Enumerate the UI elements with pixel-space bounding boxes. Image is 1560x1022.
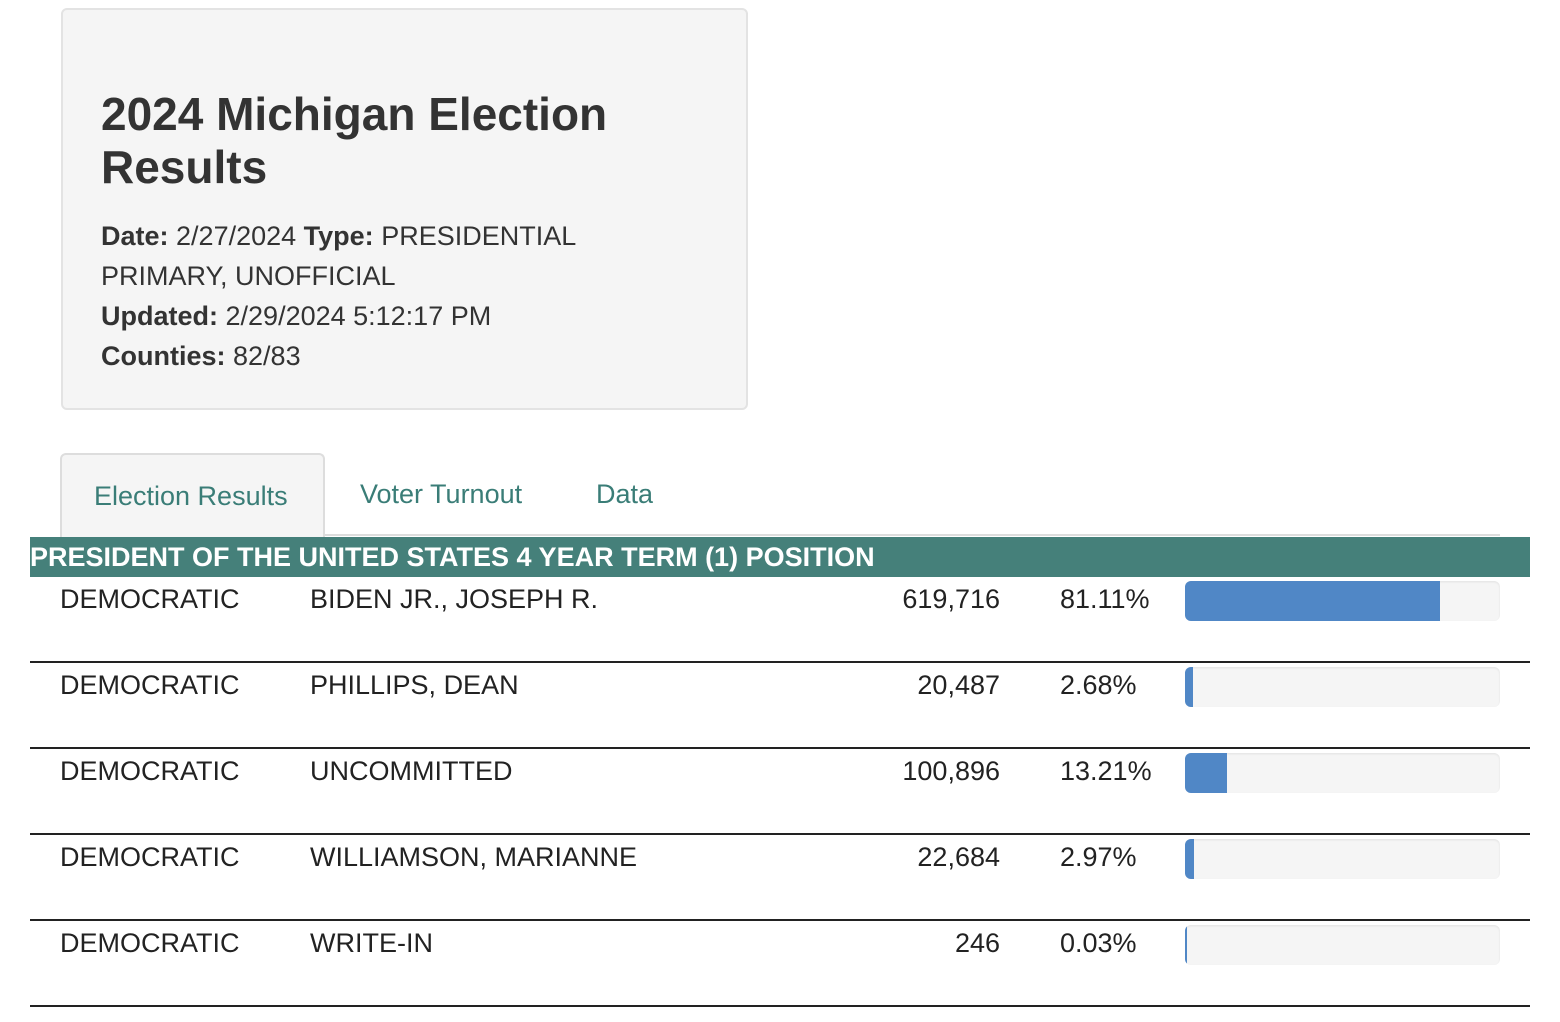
votes-cell: 619,716 — [902, 584, 1000, 614]
table-row: DEMOCRATIC BIDEN JR., JOSEPH R. 619,716 … — [30, 577, 1530, 663]
candidate-cell: UNCOMMITTED — [310, 756, 513, 786]
updated-label: Updated: — [101, 301, 218, 331]
party-cell: DEMOCRATIC — [60, 670, 240, 700]
party-cell: DEMOCRATIC — [60, 584, 240, 614]
percent-cell: 0.03% — [1060, 928, 1137, 958]
date-type-line: Date: 2/27/2024 Type: PRESIDENTIAL PRIMA… — [101, 216, 708, 296]
vote-share-bar — [1185, 753, 1500, 793]
date-label: Date: — [101, 221, 169, 251]
type-value: PRESIDENTIAL PRIMARY, UNOFFICIAL — [101, 221, 576, 291]
vote-share-bar — [1185, 581, 1500, 621]
page-title: 2024 Michigan Election Results — [101, 88, 608, 193]
candidate-cell: WILLIAMSON, MARIANNE — [310, 842, 638, 872]
table-row: DEMOCRATIC WILLIAMSON, MARIANNE 22,684 2… — [30, 835, 1530, 921]
party-cell: DEMOCRATIC — [60, 756, 240, 786]
vote-share-bar — [1185, 839, 1500, 879]
candidate-cell: PHILLIPS, DEAN — [310, 670, 519, 700]
election-details: Date: 2/27/2024 Type: PRESIDENTIAL PRIMA… — [101, 216, 708, 376]
percent-cell: 2.97% — [1060, 842, 1137, 872]
percent-cell: 13.21% — [1060, 756, 1152, 786]
votes-cell: 246 — [954, 928, 1000, 958]
election-info-panel: 2024 Michigan Election Results Date: 2/2… — [61, 8, 748, 410]
percent-cell: 2.68% — [1060, 670, 1137, 700]
type-label: Type: — [303, 221, 374, 251]
race-title: PRESIDENT OF THE UNITED STATES 4 YEAR TE… — [30, 537, 1530, 577]
tab-election-results[interactable]: Election Results — [60, 453, 325, 537]
tab-voter-turnout[interactable]: Voter Turnout — [360, 479, 523, 509]
vote-share-bar — [1185, 925, 1500, 965]
votes-cell: 100,896 — [902, 756, 1000, 786]
counties-value: 82/83 — [233, 341, 301, 371]
vote-share-fill — [1185, 839, 1195, 879]
vote-share-bar — [1185, 667, 1500, 707]
votes-cell: 20,487 — [917, 670, 1000, 700]
vote-share-fill — [1185, 667, 1194, 707]
candidate-cell: WRITE-IN — [310, 928, 433, 958]
table-row: DEMOCRATIC PHILLIPS, DEAN 20,487 2.68% — [30, 663, 1530, 749]
counties-line: Counties: 82/83 — [101, 336, 708, 376]
date-value: 2/27/2024 — [176, 221, 297, 251]
results-tabs: Election Results Voter Turnout Data — [60, 453, 1500, 537]
table-row: DEMOCRATIC UNCOMMITTED 100,896 13.21% — [30, 749, 1530, 835]
tab-data[interactable]: Data — [596, 479, 654, 509]
percent-cell: 81.11% — [1060, 584, 1150, 614]
party-cell: DEMOCRATIC — [60, 928, 240, 958]
counties-label: Counties: — [101, 341, 226, 371]
votes-cell: 22,684 — [917, 842, 1000, 872]
updated-value: 2/29/2024 5:12:17 PM — [225, 301, 492, 331]
party-cell: DEMOCRATIC — [60, 842, 240, 872]
vote-share-fill — [1185, 581, 1441, 621]
updated-line: Updated: 2/29/2024 5:12:17 PM — [101, 296, 708, 336]
vote-share-fill — [1185, 753, 1227, 793]
table-row: DEMOCRATIC WRITE-IN 246 0.03% — [30, 921, 1530, 1007]
vote-share-fill — [1185, 925, 1187, 965]
candidate-cell: BIDEN JR., JOSEPH R. — [310, 584, 599, 614]
